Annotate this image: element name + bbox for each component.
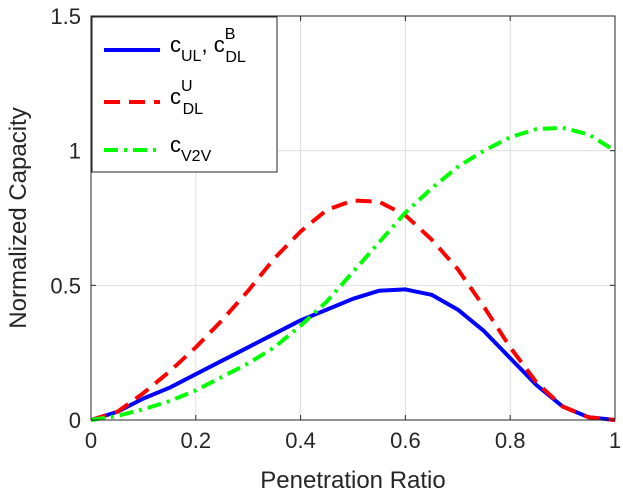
- x-tick-label: 0.4: [285, 428, 316, 453]
- legend-label-3: cV2V​: [170, 132, 212, 165]
- x-tick-label: 0.2: [181, 428, 212, 453]
- y-tick-label: 0: [69, 408, 81, 433]
- x-tick-label: 0.8: [495, 428, 526, 453]
- series-lines: [90, 125, 617, 422]
- x-axis-label: Penetration Ratio: [260, 467, 445, 494]
- series-line-1: [90, 287, 616, 422]
- tick-labels: 0 0.2 0.4 0.6 0.8 1 0 0.5 1 1.5: [50, 4, 621, 453]
- axes-box: [90, 15, 616, 421]
- y-tick-label: 1.5: [50, 4, 81, 29]
- y-tick-label: 0.5: [50, 273, 81, 298]
- series-line-3: [90, 125, 617, 422]
- x-tick-label: 0.6: [390, 428, 421, 453]
- legend-box: [91, 16, 278, 173]
- series-line-2: [90, 198, 616, 422]
- y-tick-label: 1: [69, 139, 81, 164]
- x-tick-label: 0: [85, 428, 97, 453]
- y-axis-label: Normalized Capacity: [5, 107, 32, 328]
- x-tick-label: 1: [609, 428, 621, 453]
